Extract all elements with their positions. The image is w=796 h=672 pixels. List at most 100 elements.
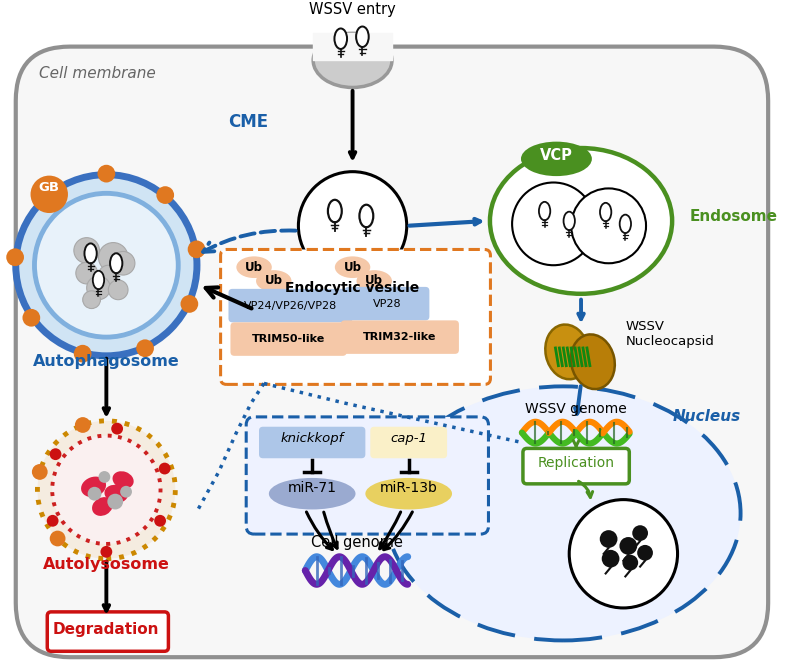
Circle shape — [32, 464, 48, 480]
Text: Ub: Ub — [365, 274, 383, 288]
Text: Endosome: Endosome — [689, 209, 778, 224]
Ellipse shape — [357, 270, 392, 292]
Circle shape — [49, 531, 65, 546]
Circle shape — [88, 487, 101, 501]
Ellipse shape — [521, 142, 592, 176]
Circle shape — [572, 188, 646, 263]
Ellipse shape — [386, 386, 740, 640]
Text: miR-13b: miR-13b — [380, 480, 438, 495]
Text: Replication: Replication — [537, 456, 615, 470]
Ellipse shape — [269, 478, 356, 509]
Circle shape — [30, 175, 68, 213]
Circle shape — [158, 462, 170, 474]
Text: knickkopf: knickkopf — [280, 433, 344, 446]
Text: CME: CME — [228, 114, 268, 131]
Ellipse shape — [564, 212, 575, 230]
Text: VP28: VP28 — [373, 298, 401, 308]
Ellipse shape — [112, 471, 134, 489]
Circle shape — [569, 499, 677, 608]
Circle shape — [83, 291, 100, 308]
Ellipse shape — [545, 325, 589, 379]
Text: Ub: Ub — [245, 261, 263, 274]
FancyBboxPatch shape — [231, 323, 346, 356]
Circle shape — [53, 435, 161, 544]
Circle shape — [74, 238, 100, 263]
Ellipse shape — [92, 497, 113, 516]
Circle shape — [154, 515, 166, 527]
FancyBboxPatch shape — [228, 289, 353, 323]
Circle shape — [181, 295, 198, 312]
Circle shape — [632, 526, 648, 541]
Ellipse shape — [81, 476, 106, 497]
Text: Cell genome: Cell genome — [310, 535, 403, 550]
Text: TRIM50-like: TRIM50-like — [252, 334, 326, 344]
Text: Autophagosome: Autophagosome — [33, 353, 180, 369]
Circle shape — [602, 550, 619, 568]
Circle shape — [136, 339, 154, 357]
Circle shape — [97, 165, 115, 183]
Circle shape — [156, 186, 174, 204]
FancyBboxPatch shape — [47, 612, 169, 651]
Text: Autolysosome: Autolysosome — [43, 556, 170, 572]
FancyBboxPatch shape — [16, 46, 768, 657]
Circle shape — [120, 486, 132, 498]
Text: Degradation: Degradation — [53, 622, 160, 636]
Circle shape — [99, 471, 111, 483]
Circle shape — [76, 262, 97, 284]
Circle shape — [37, 421, 175, 558]
Circle shape — [34, 194, 178, 337]
Circle shape — [16, 175, 197, 356]
Ellipse shape — [236, 256, 271, 278]
Text: VCP: VCP — [540, 148, 573, 163]
Ellipse shape — [571, 335, 615, 389]
Text: VP24/VP26/VP28: VP24/VP26/VP28 — [244, 300, 338, 310]
Circle shape — [599, 530, 618, 548]
FancyBboxPatch shape — [345, 287, 429, 321]
Circle shape — [33, 192, 50, 210]
FancyBboxPatch shape — [220, 249, 490, 384]
Ellipse shape — [365, 478, 452, 509]
Circle shape — [47, 515, 59, 527]
Ellipse shape — [600, 203, 611, 221]
Text: Ub: Ub — [344, 261, 361, 274]
Circle shape — [637, 545, 653, 560]
FancyBboxPatch shape — [341, 321, 459, 354]
Text: WSSV
Nucleocapsid: WSSV Nucleocapsid — [626, 320, 714, 348]
FancyBboxPatch shape — [259, 427, 365, 458]
Text: miR-71: miR-71 — [287, 480, 337, 495]
Text: GB: GB — [39, 181, 60, 194]
Ellipse shape — [619, 214, 631, 233]
Text: TRIM32-like: TRIM32-like — [363, 332, 436, 342]
Ellipse shape — [360, 205, 373, 227]
Ellipse shape — [256, 270, 291, 292]
Ellipse shape — [84, 243, 97, 263]
Circle shape — [512, 183, 595, 265]
Ellipse shape — [490, 148, 672, 294]
Ellipse shape — [335, 256, 370, 278]
Circle shape — [99, 243, 128, 272]
Ellipse shape — [356, 26, 369, 47]
Circle shape — [74, 345, 92, 363]
Circle shape — [100, 546, 112, 558]
FancyBboxPatch shape — [246, 417, 489, 534]
Text: cap-1: cap-1 — [390, 433, 427, 446]
Circle shape — [298, 171, 407, 280]
Circle shape — [108, 280, 128, 300]
Text: WSSV entry: WSSV entry — [309, 2, 396, 17]
Text: WSSV genome: WSSV genome — [525, 402, 627, 416]
FancyBboxPatch shape — [523, 448, 630, 484]
Ellipse shape — [93, 271, 104, 289]
Text: Cell membrane: Cell membrane — [39, 67, 156, 81]
Ellipse shape — [313, 34, 392, 87]
Circle shape — [107, 494, 123, 509]
Text: Nucleus: Nucleus — [673, 409, 741, 424]
Circle shape — [111, 251, 135, 275]
Circle shape — [99, 265, 118, 285]
Ellipse shape — [110, 253, 123, 274]
Text: Ub: Ub — [265, 274, 283, 288]
Circle shape — [87, 276, 111, 300]
Ellipse shape — [328, 200, 341, 222]
Ellipse shape — [539, 202, 550, 220]
Circle shape — [49, 448, 61, 460]
Circle shape — [6, 249, 24, 266]
